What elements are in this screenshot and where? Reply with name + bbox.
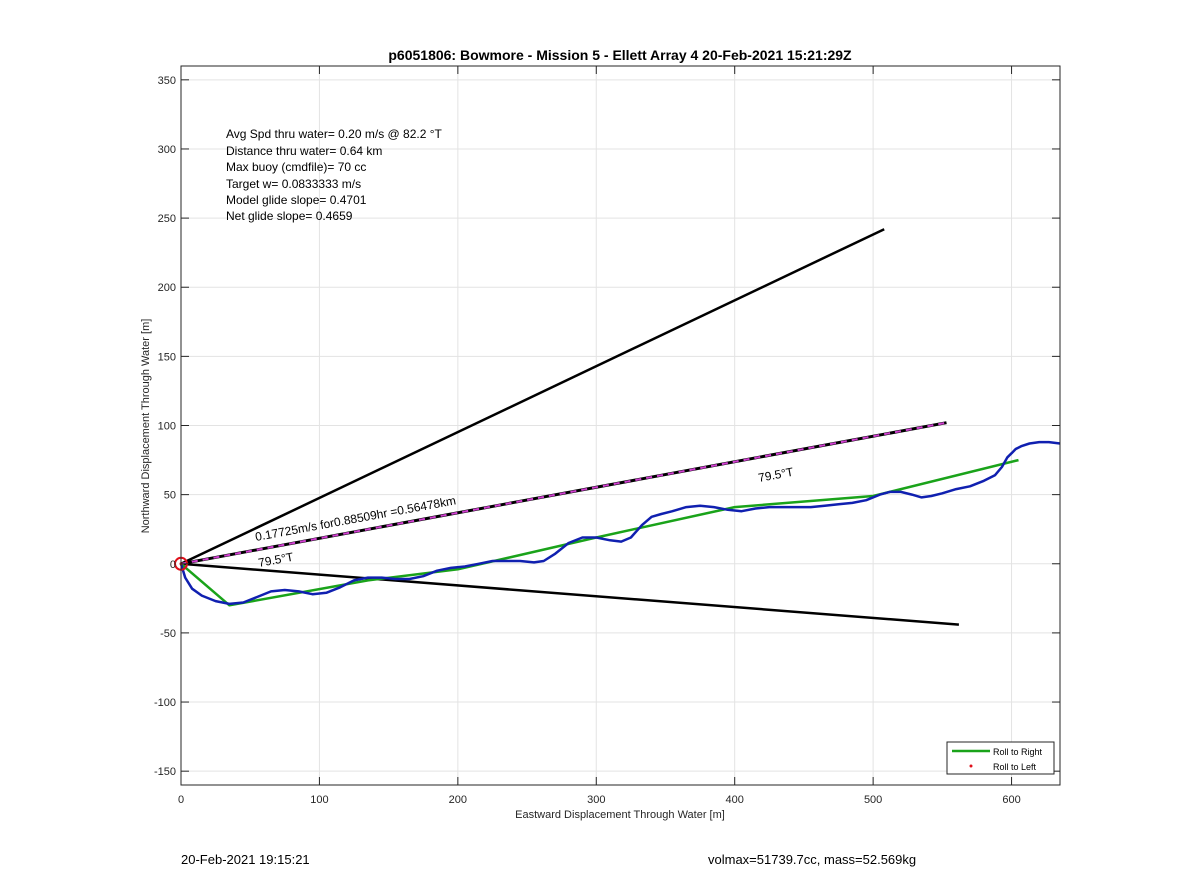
ticks: 0 100 200 300 400 500 600 -150 -100 -50 0 50 100 150 2… [154,66,1060,806]
y-tick-label: 150 [158,351,176,363]
legend-box [946,741,1055,775]
legend: Roll to Right Roll to Left [946,741,1055,775]
info-line: Model glide slope= 0.4701 [226,193,367,207]
series-layer [174,228,1061,626]
x-tick-label: 600 [1002,794,1020,806]
upper-bound-line [180,228,885,565]
y-tick-label: 250 [158,213,176,225]
glider-track [179,440,1061,606]
y-tick-label: -100 [154,697,176,709]
y-axis-label: Northward Displacement Through Water [m] [140,319,152,534]
footer-mass-info: volmax=51739.7cc, mass=52.569kg [708,852,917,867]
y-tick-label: -150 [154,766,176,778]
y-tick-label: 50 [164,490,176,502]
y-tick-label: 100 [158,421,176,433]
heading-line-dashes [180,421,947,565]
info-line: Max buoy (cmdfile)= 70 cc [226,160,366,174]
info-block: Avg Spd thru water= 0.20 m/s @ 82.2 °T D… [226,127,443,223]
chart-title: p6051806: Bowmore - Mission 5 - Ellett A… [388,47,852,63]
legend-label-roll-right: Roll to Right [993,747,1043,757]
info-line: Target w= 0.0833333 m/s [226,177,361,191]
x-tick-label: 100 [310,794,328,806]
y-tick-label: 300 [158,144,176,156]
footer-timestamp: 20-Feb-2021 19:15:21 [181,852,310,867]
legend-swatch-roll-left [969,764,973,768]
y-tick-label: -50 [160,628,176,640]
heading-annotation-lower: 79.5°T [257,550,295,570]
legend-label-roll-left: Roll to Left [993,762,1037,772]
info-line: Net glide slope= 0.4659 [226,209,353,223]
x-tick-label: 300 [587,794,605,806]
info-line: Avg Spd thru water= 0.20 m/s @ 82.2 °T [226,127,443,141]
x-tick-label: 400 [726,794,744,806]
x-tick-label: 500 [864,794,882,806]
info-line: Distance thru water= 0.64 km [226,144,382,158]
y-tick-label: 0 [170,559,176,571]
x-tick-label: 200 [449,794,467,806]
lower-bound-line [180,562,959,626]
y-tick-label: 200 [158,282,176,294]
x-tick-label: 0 [178,794,184,806]
y-tick-label: 350 [158,75,176,87]
roll-to-right-line [180,458,1019,607]
heading-annotation-upper: 79.5°T [757,465,795,485]
x-axis-label: Eastward Displacement Through Water [m] [515,809,725,821]
